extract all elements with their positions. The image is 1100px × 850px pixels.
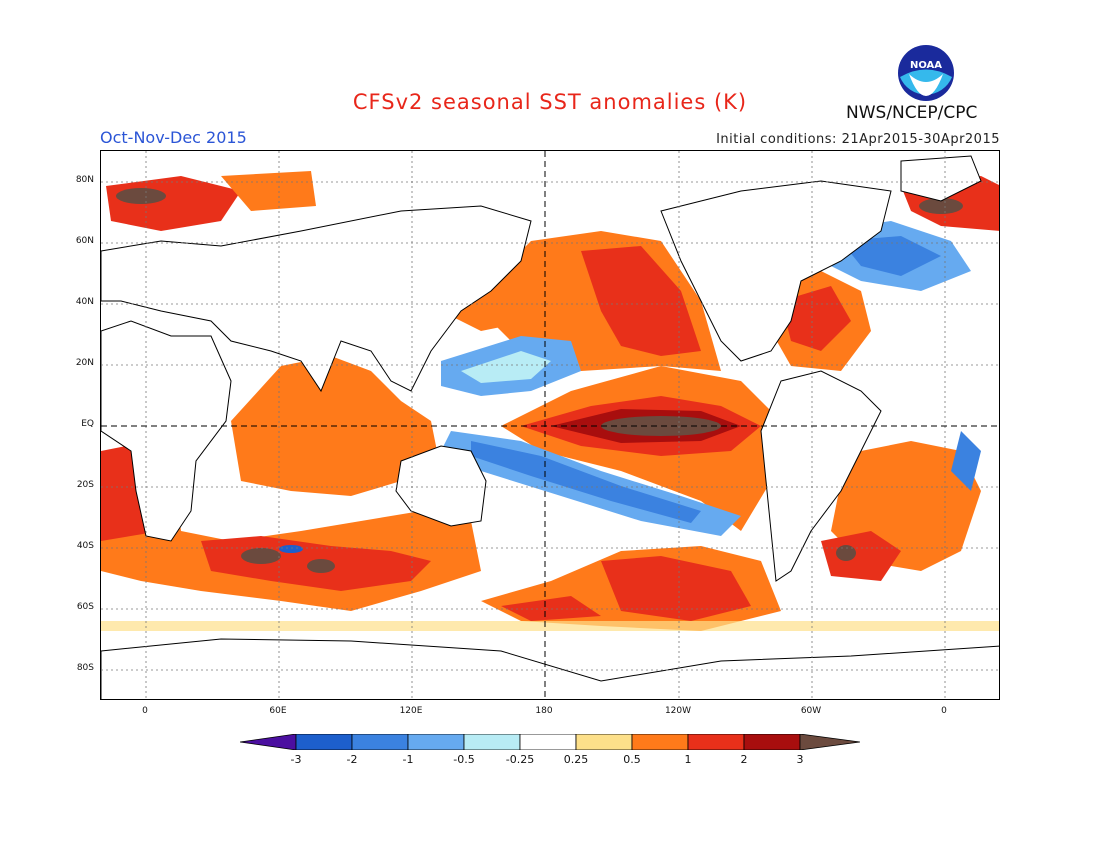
lat-label-eq: EQ — [81, 419, 94, 429]
colorbar-segment — [351, 734, 409, 750]
colorbar-label-m1: -1 — [402, 753, 414, 766]
colorbar-label-p1: 1 — [684, 753, 692, 766]
colorbar-label-p025: 0.25 — [563, 753, 589, 766]
colorbar-segment — [687, 734, 745, 750]
continents — [101, 155, 999, 699]
colorbar — [240, 734, 860, 750]
lat-label-20s: 20S — [76, 480, 94, 490]
anomaly-fills — [101, 171, 999, 631]
colorbar-label-p3: 3 — [796, 753, 804, 766]
lat-label-80n: 80N — [75, 175, 94, 185]
colorbar-segment — [799, 734, 860, 750]
lon-label-0-east: 0 — [941, 706, 947, 716]
map-title: CFSv2 seasonal SST anomalies (K) — [352, 90, 748, 114]
sst-anomaly-map — [100, 150, 1000, 700]
reference-lines — [101, 151, 999, 699]
lon-label-0-west: 0 — [142, 706, 148, 716]
season-label: Oct-Nov-Dec 2015 — [100, 128, 247, 147]
colorbar-label-p2: 2 — [740, 753, 748, 766]
lat-label-80s: 80S — [76, 663, 94, 673]
agency-label: NWS/NCEP/CPC — [846, 103, 978, 123]
lon-label-60w: 60W — [800, 706, 822, 716]
logo-text: NOAA — [910, 60, 942, 71]
colorbar-segment — [295, 734, 353, 750]
graticule — [101, 151, 999, 699]
colorbar-segment — [519, 734, 577, 750]
lat-label-40n: 40N — [75, 297, 94, 307]
lon-label-60e: 60E — [269, 706, 287, 716]
colorbar-label-m3: -3 — [290, 753, 302, 766]
noaa-logo: NOAA — [898, 45, 954, 101]
colorbar-segment — [407, 734, 465, 750]
colorbar-label-m025: -0.25 — [505, 753, 535, 766]
initial-conditions-label: Initial conditions: 21Apr2015-30Apr2015 — [716, 132, 1000, 147]
lat-label-60s: 60S — [76, 602, 94, 612]
lon-label-120w: 120W — [664, 706, 692, 716]
colorbar-segment — [631, 734, 689, 750]
colorbar-label-p05: 0.5 — [623, 753, 641, 766]
colorbar-label-m2: -2 — [346, 753, 358, 766]
lat-label-20n: 20N — [75, 358, 94, 368]
lon-label-180: 180 — [535, 706, 553, 716]
lat-label-60n: 60N — [75, 236, 94, 246]
colorbar-segment — [463, 734, 521, 750]
colorbar-segment — [575, 734, 633, 750]
colorbar-segment — [240, 734, 297, 750]
map-canvas — [101, 151, 999, 699]
colorbar-label-m05: -0.5 — [453, 753, 475, 766]
colorbar-segment — [743, 734, 801, 750]
lat-label-40s: 40S — [76, 541, 94, 551]
lon-label-120e: 120E — [399, 706, 423, 716]
